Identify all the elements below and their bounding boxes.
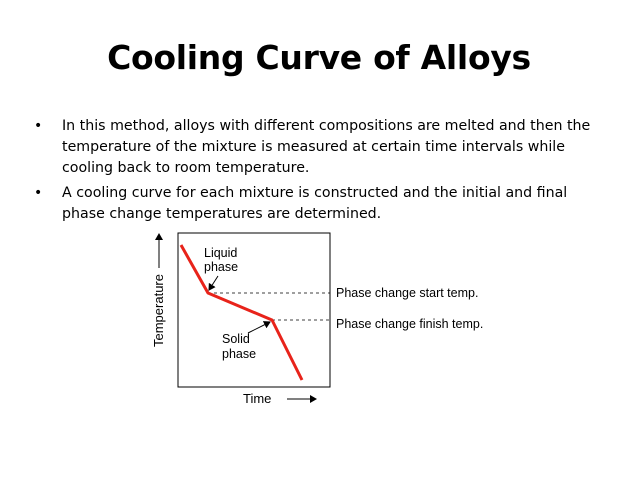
solid-phase-label-line2: phase xyxy=(222,347,256,361)
cooling-curve xyxy=(179,244,304,381)
bullet-item-1: • In this method, alloys with different … xyxy=(34,116,614,179)
liquid-phase-label-line1: Liquid xyxy=(204,246,237,260)
bullet-text-1: In this method, alloys with different co… xyxy=(62,118,591,176)
bullet-item-2: • A cooling curve for each mixture is co… xyxy=(34,183,614,225)
bullet-text-2: A cooling curve for each mixture is cons… xyxy=(62,185,568,222)
x-axis-label: Time xyxy=(243,391,271,406)
solid-phase-pointer xyxy=(247,321,271,334)
slide-title: Cooling Curve of Alloys xyxy=(107,38,531,77)
phase-change-finish-label: Phase change finish temp. xyxy=(336,317,483,331)
solid-phase-label-line1: Solid xyxy=(222,332,250,346)
phase-change-start-label: Phase change start temp. xyxy=(336,286,478,300)
bullet-list: • In this method, alloys with different … xyxy=(34,116,614,229)
y-axis-label: Temperature xyxy=(151,274,166,347)
bullet-marker: • xyxy=(34,118,43,134)
plot-frame xyxy=(177,232,331,388)
liquid-phase-label-line2: phase xyxy=(204,260,238,274)
bullet-marker: • xyxy=(34,185,43,201)
liquid-phase-pointer xyxy=(208,275,219,291)
